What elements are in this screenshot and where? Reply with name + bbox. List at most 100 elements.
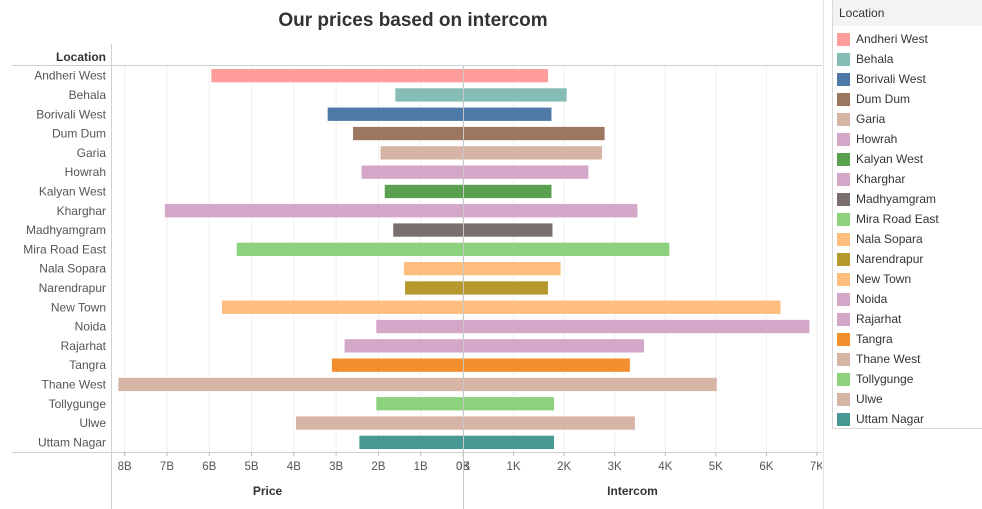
legend-swatch: [837, 292, 850, 306]
bar[interactable]: Ulwe — Price: 3.95: [295, 416, 463, 430]
bar[interactable]: Thane West — Intercom: 5.02: [463, 377, 717, 392]
bar[interactable]: Dum Dum — Price: 2.6: [353, 126, 463, 141]
bar[interactable]: Madhyamgram — Intercom: 1.77: [463, 223, 553, 237]
chart-legend-divider: [823, 0, 824, 509]
bar[interactable]: Garia — Intercom: 2.75: [463, 146, 603, 160]
bar[interactable]: Howrah — Intercom: 2.48: [463, 165, 589, 179]
legend-label: Thane West: [856, 352, 921, 366]
legend-item[interactable]: Kalyan West: [837, 149, 923, 169]
legend-swatch: [837, 252, 850, 266]
legend-item[interactable]: Madhyamgram: [837, 189, 936, 209]
bar[interactable]: Borivali West — Intercom: 1.75: [463, 107, 552, 121]
legend-item[interactable]: Borivali West: [837, 69, 926, 89]
bar[interactable]: Tangra — Price: 3.1: [331, 358, 463, 372]
bar[interactable]: Howrah — Price: 2.4: [361, 165, 463, 179]
bar[interactable]: Borivali West — Price: 3.2: [327, 107, 463, 121]
bar[interactable]: Kharghar — Price: 7.05: [164, 204, 463, 218]
legend-item[interactable]: Dum Dum: [837, 89, 910, 109]
tick-label: 6B: [202, 461, 216, 473]
bar[interactable]: Tangra — Intercom: 3.3: [463, 358, 630, 372]
bar[interactable]: Rajarhat — Intercom: 3.58: [463, 339, 645, 353]
bar[interactable]: Behala — Intercom: 2.05: [463, 88, 567, 102]
bar[interactable]: Thane West — Price: 8.15: [118, 377, 463, 392]
legend-item[interactable]: New Town: [837, 269, 911, 289]
legend-item[interactable]: Ulwe: [837, 389, 883, 409]
legend-item[interactable]: Thane West: [837, 349, 920, 369]
bar[interactable]: Andheri West — Intercom: 1.68: [463, 69, 548, 83]
legend-item[interactable]: Uttam Nagar: [837, 409, 924, 429]
bar[interactable]: Ulwe — Intercom: 3.4: [463, 416, 635, 430]
row-label: Dum Dum: [52, 127, 106, 141]
bar[interactable]: Kharghar — Intercom: 3.45: [463, 204, 638, 218]
bar[interactable]: Garia — Price: 1.95: [380, 146, 463, 160]
bar[interactable]: Kalyan West — Price: 1.85: [384, 184, 463, 199]
legend-swatch: [837, 392, 850, 406]
bar[interactable]: Rajarhat — Price: 2.8: [344, 339, 463, 353]
bar[interactable]: Noida — Price: 2.05: [376, 319, 463, 334]
legend-item[interactable]: Noida: [837, 289, 887, 309]
legend-title: Location: [833, 0, 982, 26]
bar[interactable]: Narendrapur — Intercom: 1.68: [463, 281, 548, 295]
tick-label: 7B: [160, 461, 174, 473]
legend-label: Nala Sopara: [856, 232, 923, 246]
row-label: Kalyan West: [39, 184, 107, 198]
legend-label: Kalyan West: [856, 152, 924, 166]
bar[interactable]: Uttam Nagar — Intercom: 1.8: [463, 435, 555, 449]
legend-swatch: [837, 272, 850, 286]
legend-swatch: [837, 172, 850, 186]
legend-item[interactable]: Garia: [837, 109, 885, 129]
legend-swatch: [837, 192, 850, 206]
legend-label: Tollygunge: [856, 372, 914, 386]
bar[interactable]: Tollygunge — Price: 2.05: [376, 397, 463, 411]
bar[interactable]: New Town — Price: 5.7: [221, 300, 463, 314]
legend-item[interactable]: Andheri West: [837, 29, 928, 49]
bar[interactable]: Mira Road East — Intercom: 4.08: [463, 242, 670, 256]
row-label: Nala Sopara: [39, 262, 106, 276]
legend-swatch: [837, 412, 850, 426]
bar[interactable]: Noida — Intercom: 6.85: [463, 319, 810, 334]
tick-label: 8B: [118, 461, 132, 473]
bar[interactable]: New Town — Intercom: 6.28: [463, 300, 781, 314]
bar[interactable]: Uttam Nagar — Price: 2.45: [359, 435, 463, 449]
bar[interactable]: Narendrapur — Price: 1.37: [405, 281, 463, 295]
tick-label: 5K: [709, 461, 723, 473]
legend-label: Noida: [856, 292, 888, 306]
bar[interactable]: Andheri West — Price: 5.95: [211, 69, 463, 83]
bar[interactable]: Behala — Price: 1.6: [395, 88, 463, 102]
bar[interactable]: Dum Dum — Intercom: 2.8: [463, 126, 605, 141]
legend-item[interactable]: Kharghar: [837, 169, 905, 189]
bar[interactable]: Nala Sopara — Intercom: 1.93: [463, 262, 561, 276]
row-label: Tollygunge: [49, 397, 107, 411]
legend[interactable]: Location Andheri West Behala Borivali West…: [832, 0, 982, 429]
bar[interactable]: Nala Sopara — Price: 1.4: [403, 262, 463, 276]
row-label: Borivali West: [36, 107, 106, 121]
legend-item[interactable]: Nala Sopara: [837, 229, 923, 249]
legend-item[interactable]: Narendrapur: [837, 249, 923, 269]
legend-label: Dum Dum: [856, 92, 911, 106]
row-label: Noida: [75, 320, 107, 334]
legend-label: Tangra: [856, 332, 893, 346]
row-label: Garia: [77, 146, 107, 160]
legend-label: Narendrapur: [856, 252, 924, 266]
tick-label: 7K: [810, 461, 822, 473]
legend-swatch: [837, 132, 850, 146]
legend-item[interactable]: Tangra: [837, 329, 893, 349]
chart-title: Our prices based on intercom: [278, 10, 548, 31]
bar[interactable]: Mira Road East — Price: 5.35: [236, 242, 463, 256]
legend-item[interactable]: Behala: [837, 49, 893, 69]
bar[interactable]: Madhyamgram — Price: 1.65: [393, 223, 463, 237]
row-label: Mira Road East: [23, 242, 106, 256]
tick-label: 3B: [329, 461, 343, 473]
row-label: New Town: [51, 300, 106, 314]
legend-item[interactable]: Rajarhat: [837, 309, 901, 329]
bar[interactable]: Kalyan West — Intercom: 1.75: [463, 184, 552, 199]
tick-label: 2B: [371, 461, 385, 473]
axis-title: Intercom: [607, 484, 658, 498]
tick-label: 2K: [557, 461, 571, 473]
bar[interactable]: Tollygunge — Intercom: 1.8: [463, 397, 555, 411]
legend-swatch: [837, 352, 850, 366]
legend-label: Ulwe: [856, 392, 883, 406]
legend-item[interactable]: Mira Road East: [837, 209, 939, 229]
legend-item[interactable]: Tollygunge: [837, 369, 913, 389]
legend-item[interactable]: Howrah: [837, 129, 897, 149]
